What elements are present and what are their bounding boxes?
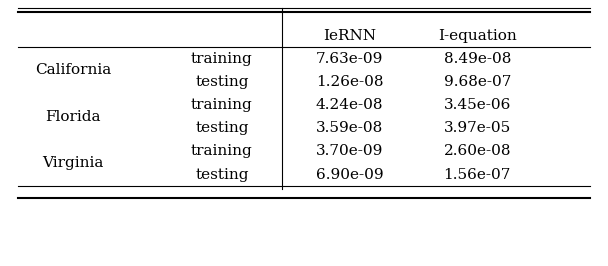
Text: 4.24e-08: 4.24e-08 — [316, 98, 384, 112]
Text: IeRNN: IeRNN — [323, 28, 376, 43]
Text: training: training — [191, 52, 253, 66]
Text: I-equation: I-equation — [438, 28, 517, 43]
Text: 3.70e-09: 3.70e-09 — [316, 144, 383, 159]
Text: 3.59e-08: 3.59e-08 — [316, 121, 383, 135]
Text: Florida: Florida — [45, 110, 101, 124]
Text: training: training — [191, 98, 253, 112]
Text: 6.90e-09: 6.90e-09 — [316, 168, 384, 182]
Text: testing: testing — [195, 168, 249, 182]
Text: 3.45e-06: 3.45e-06 — [444, 98, 511, 112]
Text: 9.68e-07: 9.68e-07 — [444, 75, 511, 89]
Text: 1.56e-07: 1.56e-07 — [444, 168, 511, 182]
Text: 2.60e-08: 2.60e-08 — [443, 144, 511, 159]
Text: 1.26e-08: 1.26e-08 — [316, 75, 384, 89]
Text: testing: testing — [195, 121, 249, 135]
Text: 7.63e-09: 7.63e-09 — [316, 52, 383, 66]
Text: Virginia: Virginia — [43, 156, 103, 170]
Text: 3.97e-05: 3.97e-05 — [444, 121, 511, 135]
Text: testing: testing — [195, 75, 249, 89]
Text: California: California — [35, 63, 111, 77]
Text: 8.49e-08: 8.49e-08 — [444, 52, 511, 66]
Text: training: training — [191, 144, 253, 159]
